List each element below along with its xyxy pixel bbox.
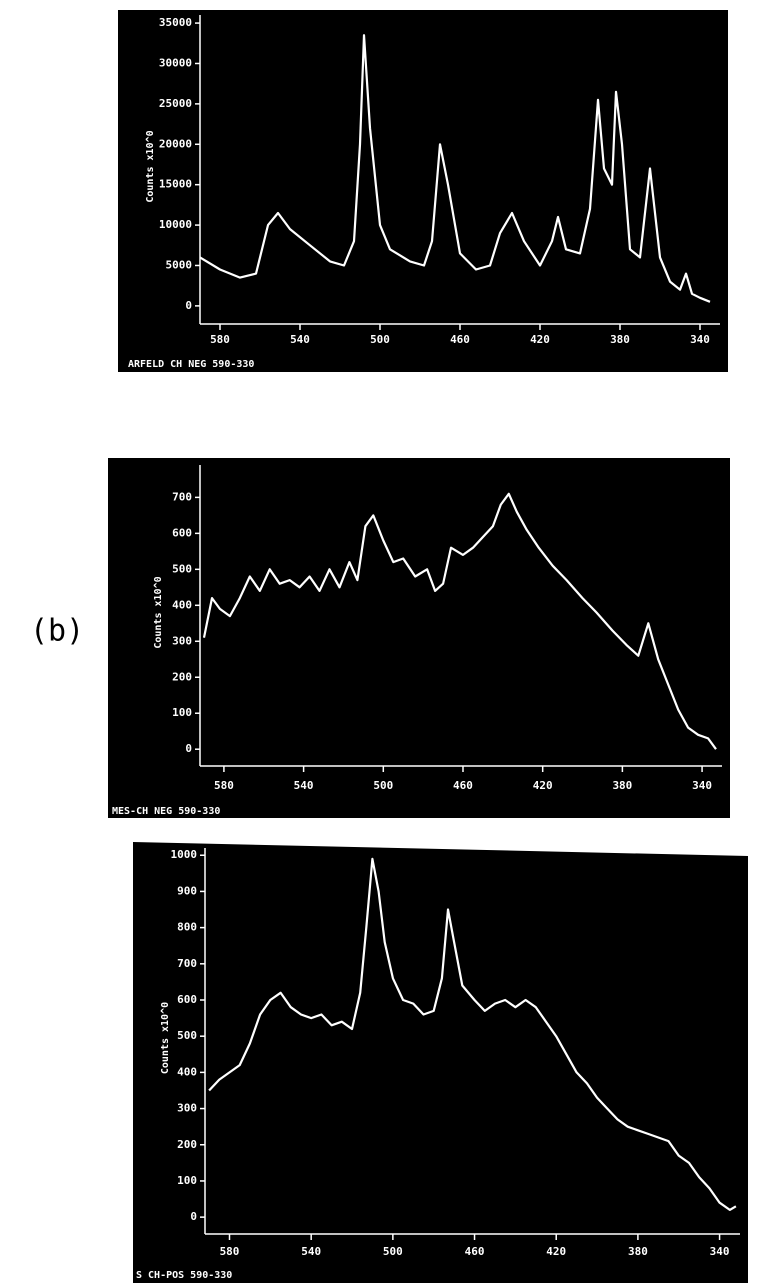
- y-tick-label: 1000: [171, 848, 198, 861]
- y-tick-label: 10000: [159, 218, 192, 231]
- y-tick-label: 700: [172, 490, 192, 503]
- x-tick-label: 540: [290, 333, 310, 346]
- y-tick-label: 100: [177, 1174, 197, 1187]
- x-tick-label: 460: [450, 333, 470, 346]
- y-tick-label: 200: [172, 670, 192, 683]
- panel-background: [108, 458, 730, 818]
- y-tick-label: 35000: [159, 16, 192, 29]
- spectrum-line: [202, 492, 717, 750]
- x-tick-label: 420: [546, 1245, 566, 1258]
- x-tick-label: 500: [373, 779, 393, 792]
- x-tick-label: 340: [690, 333, 710, 346]
- x-tick-label: 460: [453, 779, 473, 792]
- x-tick-label: 580: [214, 779, 234, 792]
- y-tick-label: 100: [172, 706, 192, 719]
- x-tick-label: 500: [370, 333, 390, 346]
- y-tick-label: 300: [177, 1102, 197, 1115]
- y-tick-label: 0: [185, 742, 192, 755]
- footer-note: S CH-POS 590-330: [136, 1270, 232, 1281]
- footer-note: ARFELD CH NEG 590-330: [128, 359, 254, 370]
- y-tick-label: 30000: [159, 56, 192, 69]
- panel-background: [133, 842, 748, 1283]
- x-tick-label: 580: [210, 333, 230, 346]
- panel-background: [118, 10, 728, 372]
- y-tick-label: 5000: [166, 258, 193, 271]
- y-tick-label: 500: [177, 1029, 197, 1042]
- x-tick-label: 580: [220, 1245, 240, 1258]
- x-tick-label: 540: [294, 779, 314, 792]
- y-tick-label: 600: [177, 993, 197, 1006]
- x-tick-label: 460: [465, 1245, 485, 1258]
- y-tick-label: 0: [190, 1210, 197, 1223]
- x-tick-label: 420: [533, 779, 553, 792]
- y-tick-label: 15000: [159, 178, 192, 191]
- x-tick-label: 340: [710, 1245, 730, 1258]
- y-tick-label: 200: [177, 1138, 197, 1151]
- y-tick-label: 300: [172, 634, 192, 647]
- y-axis-label: Counts x10^0: [153, 576, 164, 648]
- x-tick-label: 380: [628, 1245, 648, 1258]
- spectrum-line: [199, 34, 711, 303]
- y-tick-label: 25000: [159, 97, 192, 110]
- y-axis-label: Counts x10^0: [145, 130, 156, 202]
- x-tick-label: 540: [301, 1245, 321, 1258]
- y-tick-label: 20000: [159, 137, 192, 150]
- y-tick-label: 700: [177, 957, 197, 970]
- y-tick-label: 400: [172, 598, 192, 611]
- x-tick-label: 380: [612, 779, 632, 792]
- y-tick-label: 600: [172, 526, 192, 539]
- x-tick-label: 380: [610, 333, 630, 346]
- panel-label: (c): [360, 1012, 414, 1047]
- spectrum-line: [208, 857, 737, 1211]
- x-tick-label: 500: [383, 1245, 403, 1258]
- y-tick-label: 500: [172, 562, 192, 575]
- footer-note: MES-CH NEG 590-330: [112, 806, 220, 817]
- y-axis-label: Counts x10^0: [160, 1002, 171, 1074]
- y-tick-label: 800: [177, 921, 197, 934]
- x-tick-label: 420: [530, 333, 550, 346]
- y-tick-label: 0: [185, 299, 192, 312]
- y-tick-label: 400: [177, 1065, 197, 1078]
- y-tick-label: 900: [177, 884, 197, 897]
- panel-label: (b): [30, 614, 84, 649]
- x-tick-label: 340: [692, 779, 712, 792]
